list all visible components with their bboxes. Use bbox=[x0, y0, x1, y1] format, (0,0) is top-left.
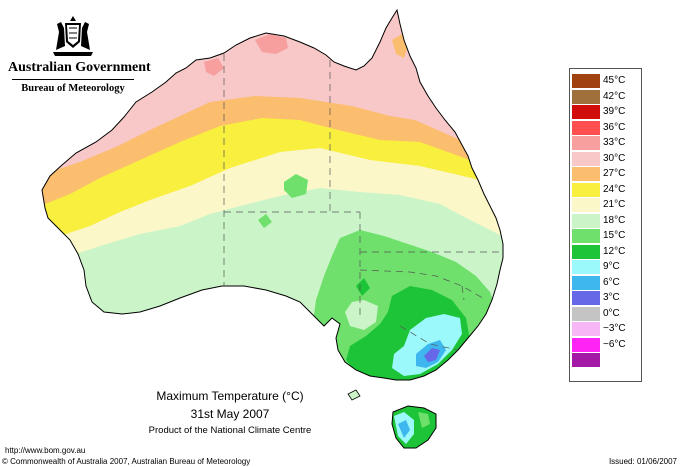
issued-date: Issued: 01/06/2007 bbox=[608, 457, 677, 466]
legend-label: 3°C bbox=[603, 292, 620, 303]
legend-row: 21°C bbox=[570, 197, 641, 213]
legend-label: 9°C bbox=[603, 261, 620, 272]
temperature-legend: 45°C 42°C 39°C 36°C 33°C 30°C 27°C 24°C 21°C 18°C… bbox=[569, 68, 642, 382]
legend-row: 33°C bbox=[570, 135, 641, 151]
government-logo: Australian Government Bureau of Meteorol… bbox=[8, 12, 151, 94]
map-date: 31st May 2007 bbox=[190, 407, 270, 421]
legend-label: 39°C bbox=[603, 106, 626, 117]
map-title: Maximum Temperature (°C) bbox=[156, 389, 304, 403]
legend-swatch bbox=[572, 182, 600, 197]
copyright-notice: © Commonwealth of Australia 2007, Austra… bbox=[2, 457, 251, 466]
legend-row: 42°C bbox=[570, 89, 641, 105]
legend-row: −6°C bbox=[570, 337, 641, 353]
legend-label: 15°C bbox=[603, 230, 626, 241]
legend-swatch bbox=[572, 260, 600, 274]
logo-divider bbox=[12, 79, 134, 80]
legend-row: 18°C bbox=[570, 213, 641, 229]
legend-swatch bbox=[572, 213, 600, 228]
legend-row: 36°C bbox=[570, 120, 641, 136]
legend-swatch bbox=[572, 275, 600, 290]
legend-label: 33°C bbox=[603, 137, 626, 148]
legend-label: 45°C bbox=[603, 75, 626, 86]
legend-label: 27°C bbox=[603, 168, 626, 179]
legend-row: 45°C bbox=[570, 73, 641, 89]
legend-label: 6°C bbox=[603, 276, 620, 288]
legend-row: 9°C bbox=[570, 259, 641, 275]
legend-swatch bbox=[572, 120, 600, 135]
legend-swatch bbox=[572, 89, 600, 104]
legend-row: 3°C bbox=[570, 290, 641, 306]
legend-row: 24°C bbox=[570, 182, 641, 198]
product-credit: Product of the National Climate Centre bbox=[148, 425, 312, 436]
legend-swatch bbox=[572, 291, 600, 305]
legend-label: 36°C bbox=[603, 121, 626, 133]
legend-label: −6°C bbox=[603, 338, 626, 350]
legend-row bbox=[570, 352, 641, 368]
legend-row: 0°C bbox=[570, 306, 641, 322]
legend-swatch bbox=[572, 244, 600, 259]
legend-row: −3°C bbox=[570, 321, 641, 337]
legend-label: 30°C bbox=[603, 152, 626, 164]
legend-swatch bbox=[572, 167, 600, 181]
legend-row: 27°C bbox=[570, 166, 641, 182]
legend-swatch bbox=[572, 74, 600, 88]
legend-label: 21°C bbox=[603, 199, 626, 210]
legend-swatch bbox=[572, 306, 600, 321]
legend-label: 18°C bbox=[603, 214, 626, 226]
legend-swatch bbox=[572, 337, 600, 352]
bureau-name: Bureau of Meteorology bbox=[21, 83, 125, 94]
legend-row: 15°C bbox=[570, 228, 641, 244]
map-caption: Maximum Temperature (°C) 31st May 2007 P… bbox=[120, 388, 340, 437]
legend-swatch bbox=[572, 105, 600, 119]
legend-swatch bbox=[572, 229, 600, 243]
coat-of-arms-icon bbox=[53, 16, 93, 56]
legend-label: 24°C bbox=[603, 183, 626, 195]
website-link[interactable]: http://www.bom.gov.au bbox=[5, 446, 86, 455]
government-name: Australian Government bbox=[8, 60, 151, 75]
legend-row: 6°C bbox=[570, 275, 641, 291]
legend-swatch bbox=[572, 322, 600, 336]
legend-label: 12°C bbox=[603, 245, 626, 257]
legend-row: 39°C bbox=[570, 104, 641, 120]
legend-swatch bbox=[572, 353, 600, 367]
legend-swatch bbox=[572, 151, 600, 166]
legend-label: −3°C bbox=[603, 323, 626, 334]
legend-label: 0°C bbox=[603, 307, 620, 319]
legend-swatch bbox=[572, 198, 600, 212]
legend-swatch bbox=[572, 136, 600, 150]
legend-row: 12°C bbox=[570, 244, 641, 260]
legend-row: 30°C bbox=[570, 151, 641, 167]
legend-label: 42°C bbox=[603, 90, 626, 102]
